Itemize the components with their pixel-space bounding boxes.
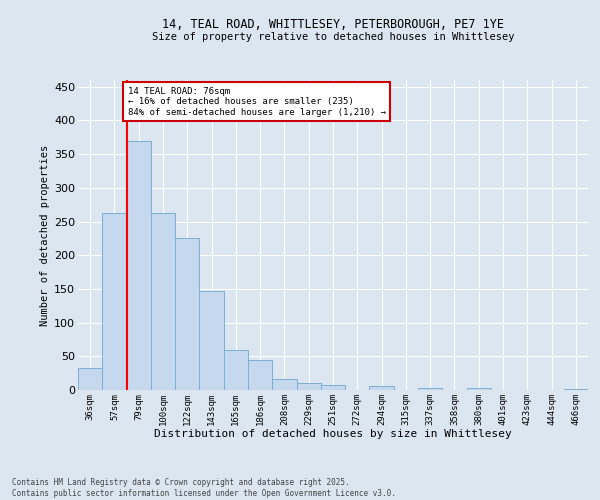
Bar	[564, 388, 588, 390]
Text: Contains HM Land Registry data © Crown copyright and database right 2025.
Contai: Contains HM Land Registry data © Crown c…	[12, 478, 396, 498]
Bar	[102, 214, 127, 390]
Bar	[296, 384, 321, 390]
Text: 14, TEAL ROAD, WHITTLESEY, PETERBOROUGH, PE7 1YE: 14, TEAL ROAD, WHITTLESEY, PETERBOROUGH,…	[162, 18, 504, 30]
Bar	[127, 140, 151, 390]
Text: 14 TEAL ROAD: 76sqm
← 16% of detached houses are smaller (235)
84% of semi-detac: 14 TEAL ROAD: 76sqm ← 16% of detached ho…	[128, 86, 386, 117]
Bar	[151, 214, 175, 390]
Bar	[272, 378, 296, 390]
Bar	[78, 368, 102, 390]
Bar	[224, 350, 248, 390]
X-axis label: Distribution of detached houses by size in Whittlesey: Distribution of detached houses by size …	[154, 429, 512, 439]
Text: Size of property relative to detached houses in Whittlesey: Size of property relative to detached ho…	[152, 32, 514, 42]
Y-axis label: Number of detached properties: Number of detached properties	[40, 144, 50, 326]
Bar	[467, 388, 491, 390]
Bar	[175, 238, 199, 390]
Bar	[248, 360, 272, 390]
Bar	[199, 291, 224, 390]
Bar	[418, 388, 442, 390]
Bar	[370, 386, 394, 390]
Bar	[321, 384, 345, 390]
